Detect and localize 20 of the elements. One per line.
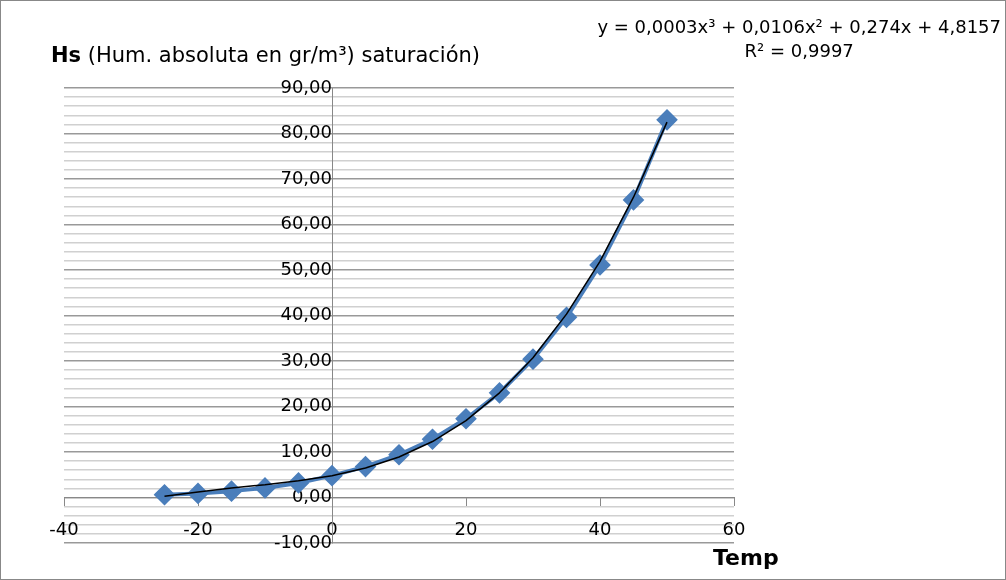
y-tick-label: 90,00 [280,75,332,97]
x-tick-label: 20 [454,517,478,539]
x-tick-label: 60 [722,517,746,539]
y-tick-label: 30,00 [280,348,332,370]
y-tick-label: 40,00 [280,303,332,325]
y-tick-label: 80,00 [280,121,332,143]
y-tick-label: 70,00 [280,166,332,188]
point [154,484,175,505]
point [657,109,677,130]
chart-title: Hs (Hum. absoluta en gr/m³) saturación) [51,43,481,67]
x-axis-title: Temp [713,545,779,570]
text: y = 0,0003x³ + 0,0106x² + 0,274x + 4,8157 [597,15,1001,39]
x-tick-label: -20 [183,517,213,539]
y-tick-label: 20,00 [280,394,332,416]
text: R² = 0,9997 [743,39,855,63]
y-tick-label: 10,00 [280,439,332,461]
x-tick-label: 40 [588,517,612,539]
x-tick-label: -40 [49,517,79,539]
y-tick-label: 50,00 [280,257,332,279]
y-tick-label: 60,00 [280,212,332,234]
